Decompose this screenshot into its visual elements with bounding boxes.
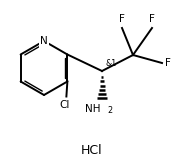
- Text: F: F: [119, 14, 125, 24]
- Text: NH: NH: [84, 104, 100, 114]
- Text: &1: &1: [106, 59, 117, 68]
- Text: F: F: [149, 14, 155, 24]
- Text: 2: 2: [107, 106, 112, 115]
- Text: N: N: [40, 36, 48, 46]
- Text: Cl: Cl: [59, 100, 70, 111]
- Text: HCl: HCl: [81, 143, 103, 157]
- Text: F: F: [165, 58, 171, 68]
